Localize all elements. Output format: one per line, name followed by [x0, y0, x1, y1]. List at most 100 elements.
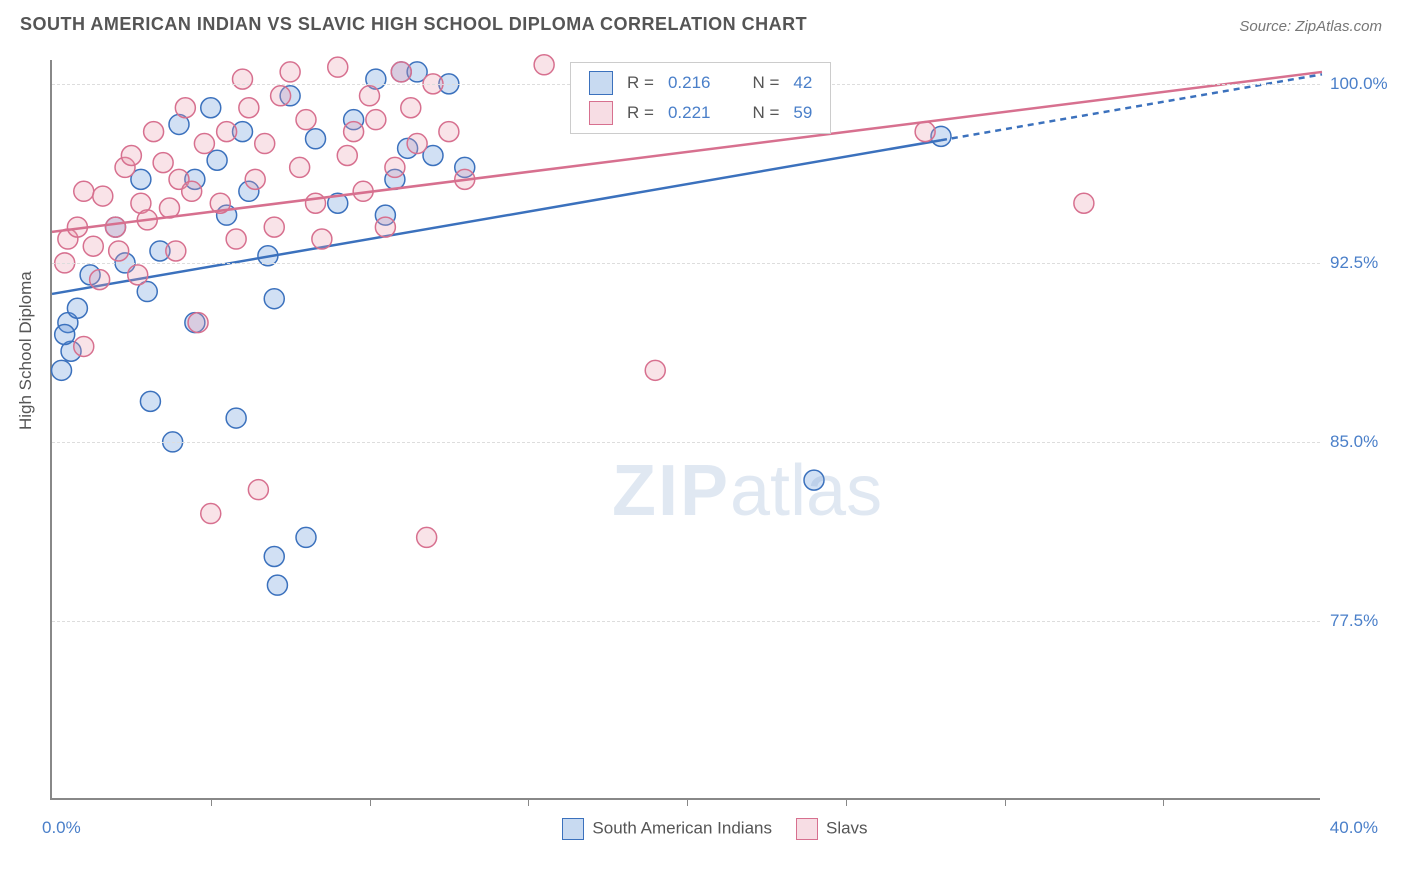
- x-tick: [528, 798, 529, 806]
- data-point: [74, 181, 94, 201]
- data-point: [194, 134, 214, 154]
- stats-legend-box: R =0.216 N =42 R =0.221 N =59: [570, 62, 831, 134]
- data-point: [175, 98, 195, 118]
- stat-r-label: R =: [621, 99, 660, 127]
- source-prefix: Source:: [1239, 18, 1295, 35]
- y-tick-label: 100.0%: [1330, 74, 1388, 94]
- data-point: [153, 153, 173, 173]
- data-point: [290, 157, 310, 177]
- x-tick: [211, 798, 212, 806]
- data-point: [90, 270, 110, 290]
- data-point: [312, 229, 332, 249]
- x-tick: [1005, 798, 1006, 806]
- data-point: [106, 217, 126, 237]
- x-tick: [1163, 798, 1164, 806]
- data-point: [52, 360, 72, 380]
- data-point: [366, 110, 386, 130]
- data-point: [407, 134, 427, 154]
- legend-label: South American Indians: [592, 818, 772, 837]
- legend-swatch: [589, 71, 613, 95]
- stats-row: R =0.221 N =59: [583, 99, 818, 127]
- stat-n-value: 42: [787, 69, 818, 97]
- y-tick-label: 92.5%: [1330, 253, 1378, 273]
- legend-swatch: [589, 101, 613, 125]
- legend-swatch: [796, 818, 818, 840]
- data-point: [128, 265, 148, 285]
- stat-n-label: N =: [746, 99, 785, 127]
- data-point: [1074, 193, 1094, 213]
- data-point: [201, 98, 221, 118]
- x-tick: [370, 798, 371, 806]
- data-point: [271, 86, 291, 106]
- stat-r-value: 0.221: [662, 99, 717, 127]
- data-point: [245, 169, 265, 189]
- data-point: [645, 360, 665, 380]
- data-point: [534, 55, 554, 75]
- gridline: [52, 621, 1320, 622]
- y-axis-label: High School Diploma: [16, 271, 36, 430]
- data-point: [417, 527, 437, 547]
- data-point: [226, 229, 246, 249]
- data-point: [360, 86, 380, 106]
- stats-row: R =0.216 N =42: [583, 69, 818, 97]
- data-point: [915, 122, 935, 142]
- data-point: [296, 527, 316, 547]
- gridline: [52, 263, 1320, 264]
- legend-label: Slavs: [826, 818, 868, 837]
- trend-line: [52, 140, 941, 294]
- legend-swatch: [562, 818, 584, 840]
- data-point: [207, 150, 227, 170]
- data-point: [226, 408, 246, 428]
- source-citation: Source: ZipAtlas.com: [1239, 18, 1382, 35]
- data-point: [804, 470, 824, 490]
- bottom-legend: South American Indians Slavs: [0, 818, 1406, 840]
- data-point: [264, 547, 284, 567]
- data-point: [306, 129, 326, 149]
- gridline: [52, 442, 1320, 443]
- data-point: [166, 241, 186, 261]
- data-point: [201, 504, 221, 524]
- data-point: [296, 110, 316, 130]
- data-point: [109, 241, 129, 261]
- data-point: [264, 289, 284, 309]
- data-point: [385, 157, 405, 177]
- data-point: [67, 298, 87, 318]
- data-point: [182, 181, 202, 201]
- data-point: [439, 122, 459, 142]
- data-point: [55, 325, 75, 345]
- x-tick: [846, 798, 847, 806]
- x-tick: [687, 798, 688, 806]
- data-point: [144, 122, 164, 142]
- data-point: [375, 217, 395, 237]
- stat-r-value: 0.216: [662, 69, 717, 97]
- data-point: [239, 98, 259, 118]
- data-point: [233, 69, 253, 89]
- chart-title: SOUTH AMERICAN INDIAN VS SLAVIC HIGH SCH…: [20, 14, 807, 35]
- stat-n-value: 59: [787, 99, 818, 127]
- data-point: [217, 122, 237, 142]
- data-point: [328, 57, 348, 77]
- data-point: [188, 313, 208, 333]
- data-point: [93, 186, 113, 206]
- data-point: [267, 575, 287, 595]
- stat-n-label: N =: [746, 69, 785, 97]
- data-point: [255, 134, 275, 154]
- source-name: ZipAtlas.com: [1295, 18, 1382, 35]
- data-point: [83, 236, 103, 256]
- stat-r-label: R =: [621, 69, 660, 97]
- data-point: [391, 62, 411, 82]
- data-point: [140, 391, 160, 411]
- data-point: [337, 145, 357, 165]
- y-tick-label: 85.0%: [1330, 432, 1378, 452]
- data-point: [74, 336, 94, 356]
- data-point: [264, 217, 284, 237]
- data-point: [344, 122, 364, 142]
- plot-area: ZIPatlas: [50, 60, 1320, 800]
- data-point: [280, 62, 300, 82]
- data-point: [306, 193, 326, 213]
- chart-svg: [52, 60, 1320, 798]
- data-point: [121, 145, 141, 165]
- stats-table: R =0.216 N =42 R =0.221 N =59: [581, 67, 820, 129]
- data-point: [248, 480, 268, 500]
- data-point: [401, 98, 421, 118]
